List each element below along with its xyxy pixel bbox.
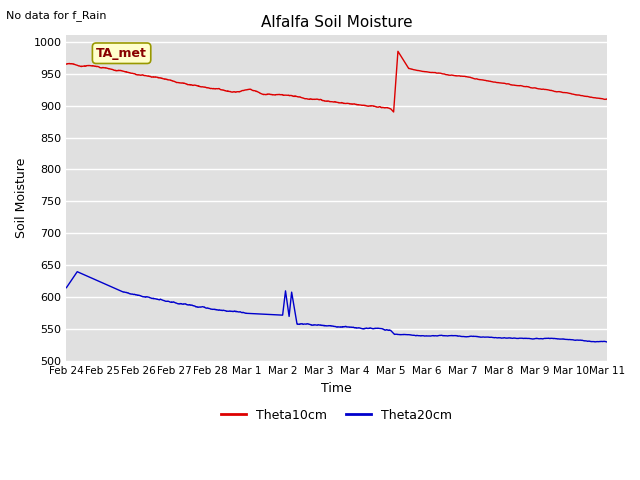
Title: Alfalfa Soil Moisture: Alfalfa Soil Moisture (261, 15, 413, 30)
X-axis label: Time: Time (321, 382, 352, 395)
Legend: Theta10cm, Theta20cm: Theta10cm, Theta20cm (216, 404, 457, 427)
Y-axis label: Soil Moisture: Soil Moisture (15, 158, 28, 239)
Text: No data for f_Rain: No data for f_Rain (6, 10, 107, 21)
Text: TA_met: TA_met (96, 47, 147, 60)
